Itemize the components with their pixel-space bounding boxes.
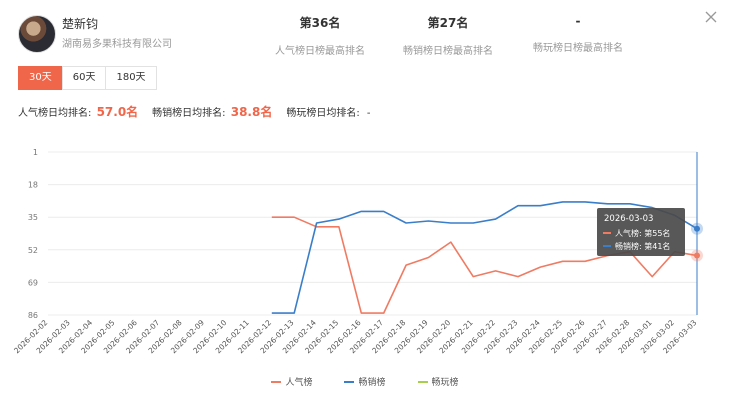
company-name: 湖南易多果科技有限公司 xyxy=(62,39,172,50)
tab-60-days[interactable]: 60天 xyxy=(61,66,107,90)
daily-averages: 人气榜日均排名: 57.0名 畅销榜日均排名: 38.8名 畅玩榜日均排名: - xyxy=(18,103,385,120)
y-tick-label: 69 xyxy=(28,278,38,287)
legend-play[interactable]: 畅玩榜 xyxy=(417,375,459,388)
stat-play-best: - 畅玩榜日榜最高排名 xyxy=(508,14,648,54)
y-tick-label: 35 xyxy=(28,213,38,222)
tooltip-date: 2026-03-03 xyxy=(604,214,653,224)
tooltip-row: 人气榜: 第55名 xyxy=(615,228,670,238)
tab-180-days[interactable]: 180天 xyxy=(105,66,157,90)
series-line xyxy=(271,201,698,314)
avg-label: 畅销榜日均排名: xyxy=(152,108,226,119)
y-tick-label: 18 xyxy=(28,181,38,190)
legend-swatch xyxy=(417,380,428,383)
stat-label: 人气榜日榜最高排名 xyxy=(275,46,365,57)
chart-legend: 人气榜 畅销榜 畅玩榜 xyxy=(0,375,730,388)
legend-label: 畅销榜 xyxy=(358,378,386,388)
app-name: 楚新钧 xyxy=(62,17,99,31)
stat-value: 第27名 xyxy=(427,16,469,30)
period-tabs: 30天 60天 180天 xyxy=(18,66,157,90)
stat-bestseller-best: 第27名 畅销榜日榜最高排名 xyxy=(378,14,518,57)
avg-label: 人气榜日均排名: xyxy=(18,108,92,119)
legend-label: 人气榜 xyxy=(285,378,313,388)
legend-swatch xyxy=(344,380,355,383)
tab-30-days[interactable]: 30天 xyxy=(18,66,63,90)
avg-popularity: 人气榜日均排名: 57.0名 xyxy=(18,103,138,120)
avg-label: 畅玩榜日均排名: xyxy=(286,108,360,119)
avg-play: 畅玩榜日均排名: - xyxy=(286,104,370,119)
legend-bestseller[interactable]: 畅销榜 xyxy=(344,375,386,388)
tooltip-box xyxy=(597,208,685,256)
stat-popularity-best: 第36名 人气榜日榜最高排名 xyxy=(250,14,390,57)
y-tick-label: 86 xyxy=(28,311,38,320)
app-avatar xyxy=(18,15,56,53)
stat-label: 畅销榜日榜最高排名 xyxy=(403,46,493,57)
avg-value: 57.0名 xyxy=(96,105,139,119)
hover-point xyxy=(694,252,700,259)
stat-label: 畅玩榜日榜最高排名 xyxy=(533,43,623,54)
legend-swatch xyxy=(271,380,282,383)
avg-bestseller: 畅销榜日均排名: 38.8名 xyxy=(152,103,272,120)
stat-value: 第36名 xyxy=(299,16,341,30)
rank-trend-chart[interactable]: 118355269862026-02-022026-02-032026-02-0… xyxy=(0,135,730,375)
avg-value: 38.8名 xyxy=(230,105,273,119)
stat-value: - xyxy=(575,14,581,28)
hover-point xyxy=(694,225,700,232)
close-icon[interactable] xyxy=(703,9,719,25)
avg-value: - xyxy=(366,108,371,119)
legend-popularity[interactable]: 人气榜 xyxy=(271,375,312,388)
y-tick-label: 1 xyxy=(33,148,38,157)
tooltip-row: 畅销榜: 第41名 xyxy=(615,241,670,251)
legend-label: 畅玩榜 xyxy=(431,378,459,388)
y-tick-label: 52 xyxy=(28,246,38,255)
